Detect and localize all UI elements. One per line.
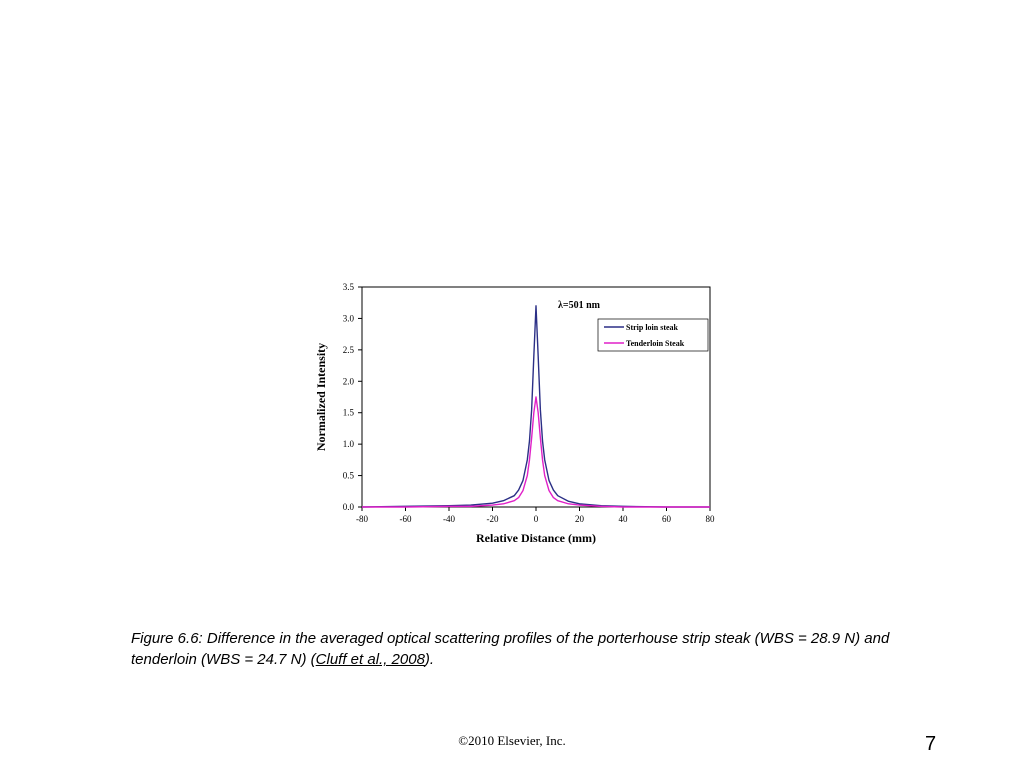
y-tick-label: 3.0	[343, 313, 355, 323]
x-tick-label: -40	[443, 514, 455, 524]
y-tick-label: 2.0	[343, 376, 355, 386]
caption-reference-link[interactable]: Cluff et al., 2008	[315, 651, 425, 668]
scattering-profile-chart: 0.0 0.5 1.0 1.5 2.0 2.5 3.0 3.5 -80 -60 -40 -20 0 20…	[314, 282, 715, 545]
y-axis-label: Normalized Intensity	[314, 343, 328, 451]
y-tick-label: 0.0	[343, 502, 355, 512]
x-tick-label: 20	[575, 514, 585, 524]
legend-label-strip-loin: Strip loin steak	[626, 323, 679, 332]
caption-text: Figure 6.6: Difference in the averaged o…	[131, 630, 890, 668]
legend-box	[597, 318, 709, 352]
x-axis-label: Relative Distance (mm)	[476, 531, 596, 545]
x-tick-label: -60	[400, 514, 412, 524]
x-tick-label: 40	[619, 514, 629, 524]
figure-caption: Figure 6.6: Difference in the averaged o…	[131, 628, 891, 670]
y-tick-label: 1.0	[343, 439, 355, 449]
y-axis-ticks: 0.0 0.5 1.0 1.5 2.0 2.5 3.0 3.5	[343, 282, 362, 512]
x-tick-label: -20	[487, 514, 499, 524]
caption-text-end: ).	[424, 651, 435, 668]
series-line-strip-loin-steak	[361, 305, 710, 508]
y-tick-label: 3.5	[343, 282, 355, 292]
wavelength-annotation: λ=501 nm	[558, 300, 601, 311]
series-lines	[361, 305, 710, 508]
legend-label-tenderloin: Tenderloin Steak	[626, 339, 685, 348]
x-tick-label: 80	[706, 514, 716, 524]
y-tick-label: 0.5	[343, 471, 355, 481]
series-line-tenderloin-steak	[362, 396, 710, 508]
page-number: 7	[925, 733, 937, 755]
copyright-footer: ©2010 Elsevier, Inc.	[458, 733, 566, 748]
x-tick-label: 0	[534, 514, 539, 524]
legend: Strip loin steak Tenderloin Steak	[597, 318, 709, 352]
y-tick-label: 1.5	[343, 408, 355, 418]
y-tick-label: 2.5	[343, 345, 355, 355]
x-axis-ticks: -80 -60 -40 -20 0 20 40 60 80	[356, 507, 715, 524]
x-tick-label: 60	[662, 514, 672, 524]
x-tick-label: -80	[356, 514, 368, 524]
